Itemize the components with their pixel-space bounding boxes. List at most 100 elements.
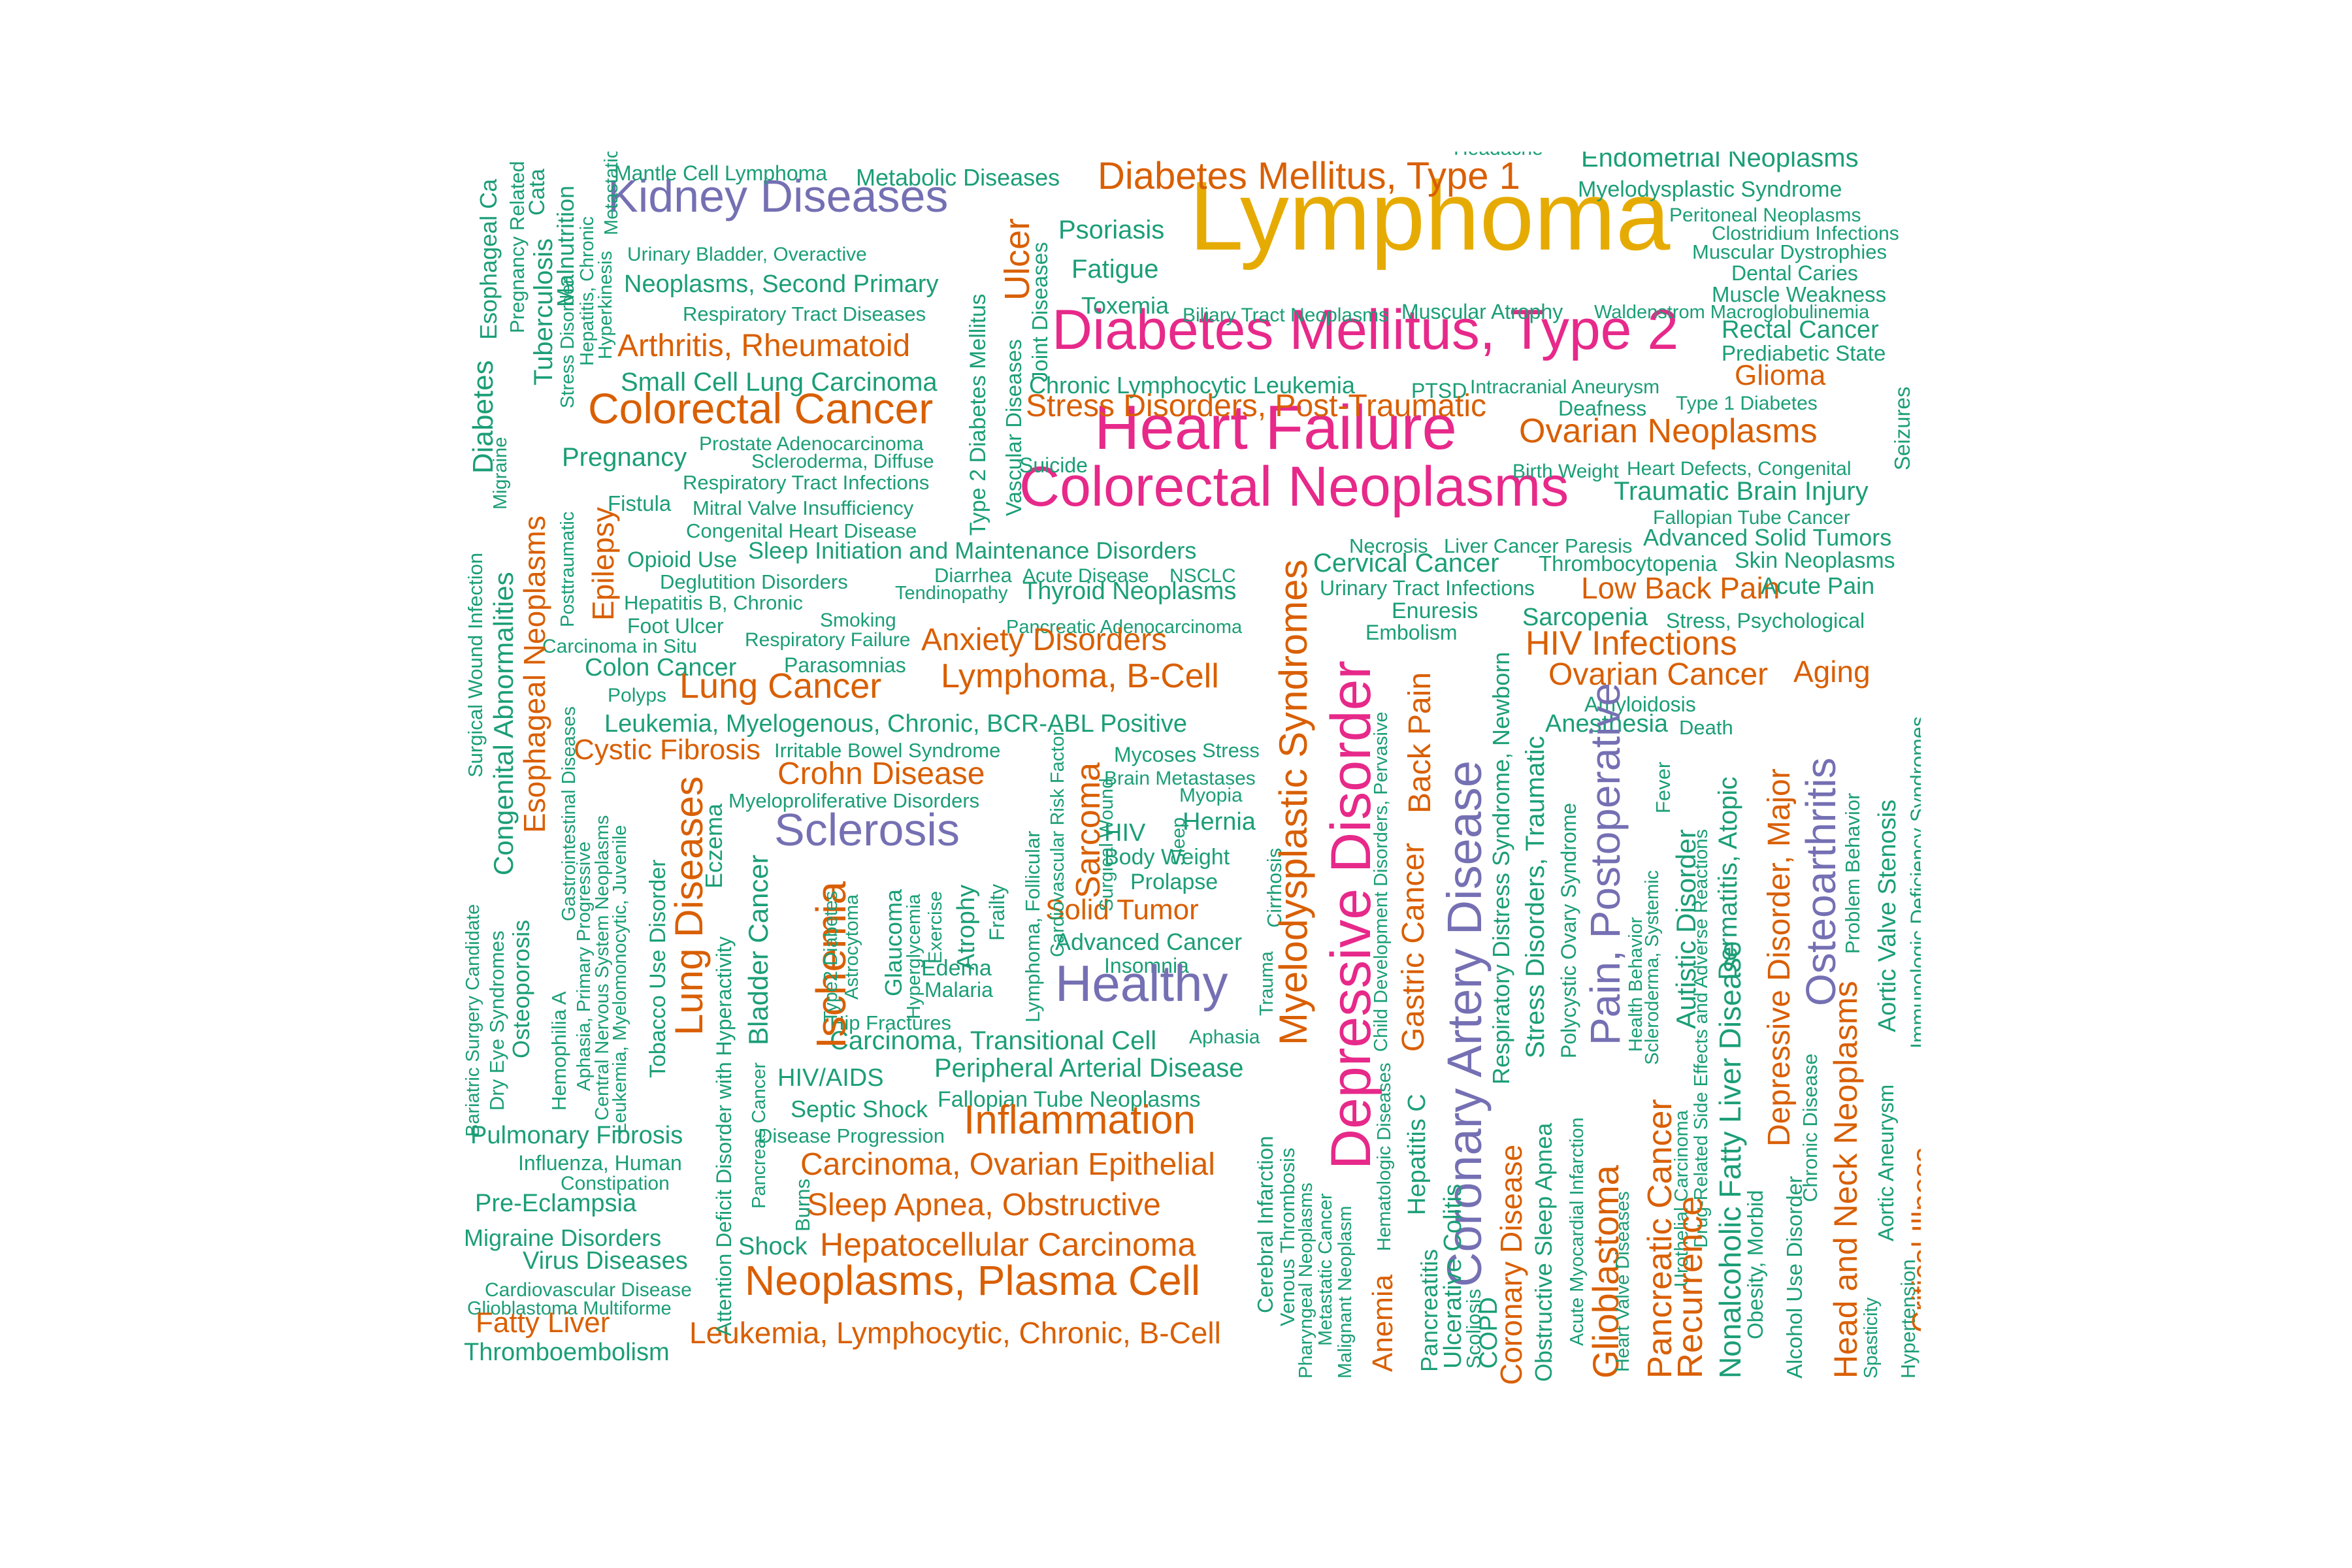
word-89: Toxemia bbox=[1081, 292, 1169, 319]
word-68: Septic Shock bbox=[791, 1096, 928, 1122]
word-100: Cervical Cancer bbox=[1313, 549, 1499, 578]
word-31: Smoking bbox=[820, 610, 896, 631]
vertical-word-10: Migraine bbox=[490, 436, 511, 510]
vertical-word-87: Osteoarthritis bbox=[1797, 757, 1844, 1006]
word-63: Aphasia bbox=[1189, 1026, 1260, 1048]
vertical-word-60: Hepatitis C bbox=[1403, 1094, 1431, 1215]
word-58: Insomnia bbox=[1104, 954, 1189, 977]
vertical-word-55: Metastatic Cancer bbox=[1315, 1193, 1336, 1346]
word-108: Clostridium Infections bbox=[1712, 223, 1899, 244]
vertical-word-36: Exercise bbox=[925, 890, 946, 964]
word-16: Pregnancy bbox=[562, 443, 687, 472]
vertical-word-66: Obstructive Sleep Apnea bbox=[1530, 1122, 1557, 1382]
word-78: Influenza, Human bbox=[518, 1151, 682, 1175]
vertical-word-90: Spasticity bbox=[1861, 1297, 1882, 1379]
vertical-word-1: Cata bbox=[525, 169, 549, 216]
word-22: Sleep Initiation and Maintenance Disorde… bbox=[748, 537, 1197, 564]
vertical-word-29: Pancreas Cancer bbox=[749, 1062, 770, 1209]
vertical-word-89: Problem Behavior bbox=[1841, 792, 1864, 954]
word-3: Diabetes Mellitus, Type 2 bbox=[1052, 299, 1679, 361]
word-115: Glioma bbox=[1735, 359, 1826, 391]
word-40: Polyps bbox=[608, 685, 667, 706]
word-134: Anesthesia bbox=[1545, 710, 1669, 738]
word-60: Malaria bbox=[924, 978, 993, 1002]
vertical-word-52: Cerebral Infarction bbox=[1253, 1135, 1277, 1313]
vertical-word-26: Eczema bbox=[700, 803, 727, 889]
word-43: Cystic Fibrosis bbox=[574, 734, 761, 766]
word-106: Myelodysplastic Syndrome bbox=[1578, 177, 1842, 202]
vertical-word-6: Hepatitis, Chronic bbox=[577, 216, 598, 366]
word-42: Leukemia, Myelogenous, Chronic, BCR-ABL … bbox=[604, 710, 1187, 738]
vertical-word-19: Hemophilia A bbox=[547, 991, 570, 1111]
vertical-word-84: Depressive Disorder, Major bbox=[1762, 768, 1797, 1147]
word-83: Cardiovascular Disease bbox=[485, 1279, 692, 1301]
word-79: Constipation bbox=[561, 1173, 670, 1194]
vertical-word-53: Venous Thrombosis bbox=[1276, 1147, 1299, 1326]
vertical-word-85: Alcohol Use Disorder bbox=[1782, 1176, 1806, 1379]
word-103: Embolism bbox=[1365, 621, 1458, 644]
vertical-word-100: COPD bbox=[1475, 1297, 1503, 1369]
word-123: Advanced Solid Tumors bbox=[1643, 524, 1892, 551]
word-20: Mitral Valve Insufficiency bbox=[693, 496, 914, 519]
word-125: Skin Neoplasms bbox=[1735, 548, 1895, 573]
word-7: Metabolic Diseases bbox=[856, 164, 1060, 191]
word-92: Chronic Lymphocytic Leukemia bbox=[1029, 372, 1355, 399]
vertical-word-50: Vascular Diseases bbox=[1002, 339, 1026, 516]
word-74: Hepatocellular Carcinoma bbox=[820, 1226, 1196, 1263]
vertical-word-51: Joint Diseases bbox=[1028, 242, 1052, 382]
vertical-word-72: Heart Valve Diseases bbox=[1612, 1191, 1633, 1372]
word-27: Deglutition Disorders bbox=[660, 570, 848, 593]
word-52: Sclerosis bbox=[774, 804, 960, 855]
word-64: Carcinoma, Transitional Cell bbox=[830, 1026, 1157, 1055]
vertical-word-79: Drug-Related Side Effects and Adverse Re… bbox=[1691, 828, 1712, 1248]
vertical-word-61: Gastric Cancer bbox=[1396, 842, 1431, 1052]
word-13: Small Cell Lung Carcinoma bbox=[621, 368, 938, 397]
vertical-word-94: Critical Illness bbox=[1906, 1147, 1921, 1333]
word-90: Biliary Tract Neoplasms bbox=[1183, 304, 1389, 326]
word-11: Respiratory Tract Diseases bbox=[683, 302, 926, 325]
vertical-word-24: Tobacco Use Disorder bbox=[645, 859, 670, 1078]
vertical-word-17: Dry Eye Syndromes bbox=[485, 930, 508, 1111]
word-69: Inflammation bbox=[964, 1098, 1196, 1143]
vertical-word-42: Sleep bbox=[1168, 817, 1189, 866]
vertical-word-69: Acute Myocardial Infarction bbox=[1567, 1117, 1588, 1346]
word-38: Colon Cancer bbox=[585, 654, 737, 681]
vertical-word-98: Pancreatitis bbox=[1416, 1249, 1443, 1372]
word-39: Lymphoma, B-Cell bbox=[941, 657, 1219, 695]
word-47: Crohn Disease bbox=[777, 757, 985, 791]
word-30: Hepatitis B, Chronic bbox=[624, 591, 803, 614]
vertical-word-38: Frailty bbox=[985, 883, 1009, 941]
word-109: Muscular Dystrophies bbox=[1692, 240, 1887, 263]
word-94: PTSD bbox=[1411, 379, 1467, 402]
vertical-word-80: Recurrence bbox=[1671, 1196, 1710, 1379]
word-10: Neoplasms, Second Primary bbox=[624, 270, 939, 298]
word-2: Heart Failure bbox=[1094, 393, 1457, 463]
word-84: Glioblastoma Multiforme bbox=[467, 1298, 672, 1319]
vertical-word-74: Scleroderma, Systemic bbox=[1642, 870, 1663, 1065]
vertical-word-33: Astrocytoma bbox=[841, 894, 862, 1000]
word-1: Infection bbox=[1150, 152, 1384, 159]
word-4: Colorectal Neoplasms bbox=[1019, 455, 1569, 518]
vertical-word-18: Osteoporosis bbox=[508, 919, 534, 1058]
word-105: Endometrial Neoplasms bbox=[1581, 152, 1859, 172]
vertical-word-28: Bladder Cancer bbox=[743, 855, 774, 1045]
word-122: Fallopian Tube Cancer bbox=[1653, 507, 1850, 529]
word-65: Peripheral Arterial Disease bbox=[934, 1054, 1244, 1083]
word-77: Pulmonary Fibrosis bbox=[470, 1122, 683, 1149]
vertical-word-83: Obesity, Morbid bbox=[1743, 1190, 1767, 1339]
word-57: Advanced Cancer bbox=[1055, 928, 1243, 955]
vertical-word-75: Fever bbox=[1652, 761, 1674, 813]
word-70: Disease Progression bbox=[758, 1124, 945, 1147]
word-37: Parasomnias bbox=[784, 653, 906, 677]
word-86: Thromboembolism bbox=[464, 1339, 670, 1366]
vertical-word-30: Burns bbox=[791, 1179, 814, 1232]
word-28: Tendinopathy bbox=[895, 582, 1008, 604]
word-24: Diarrhea bbox=[934, 563, 1012, 587]
word-50: Myopia bbox=[1179, 785, 1243, 806]
vertical-word-65: Respiratory Distress Syndrome, Newborn bbox=[1488, 651, 1514, 1085]
vertical-word-58: Child Development Disorders, Pervasive bbox=[1371, 711, 1392, 1052]
word-128: Sarcopenia bbox=[1522, 604, 1648, 631]
word-75: Neoplasms, Plasma Cell bbox=[745, 1257, 1201, 1304]
word-80: Pre-Eclampsia bbox=[475, 1190, 637, 1217]
